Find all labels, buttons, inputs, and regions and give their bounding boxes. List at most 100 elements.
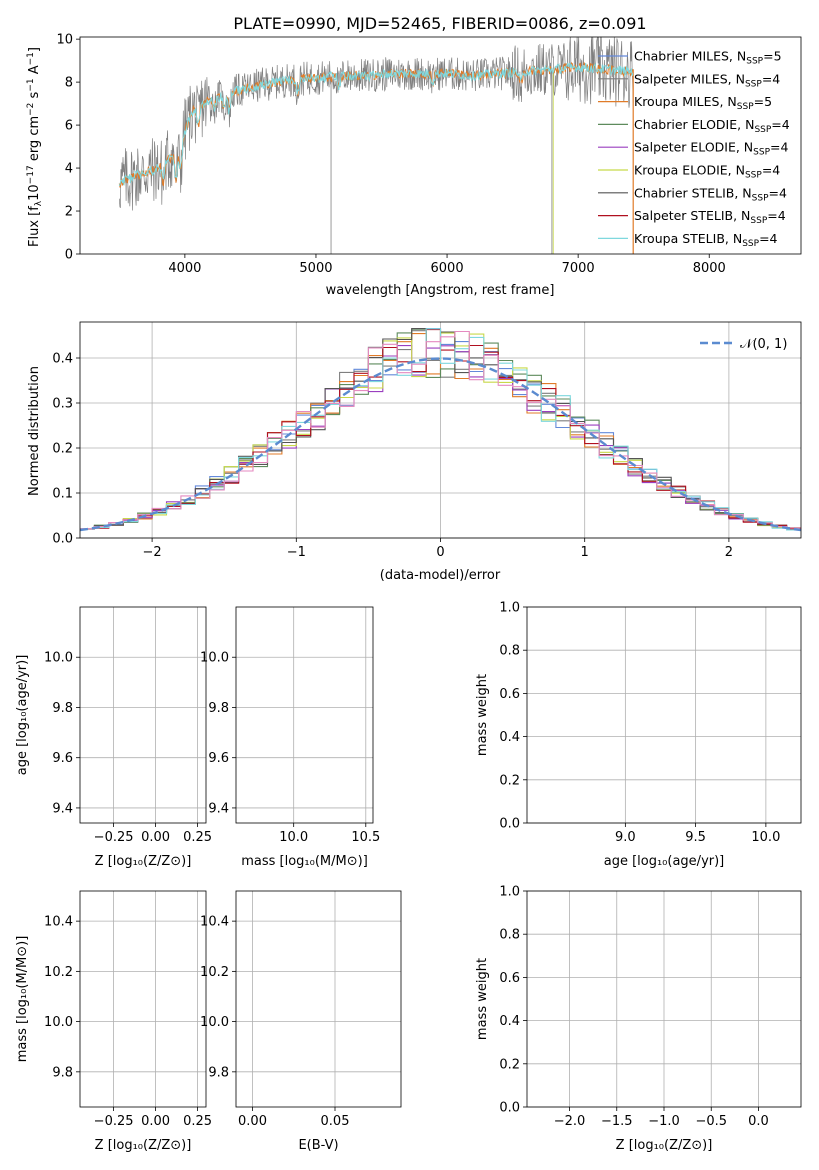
ytick-label-1: 10.0 [44, 1015, 73, 1030]
histogram-plot-area: −2 −1 0 1 2 0.0 0.1 0.2 0.3 0.4 𝒩(0, 1) [52, 321, 802, 560]
ylabel-exp1: −1 [26, 78, 36, 91]
legend-label-3: Chabrier ELODIE, NSSP=4 [634, 117, 790, 135]
xtick-label-0: 0.00 [238, 1114, 267, 1129]
ytick-label-2: 9.8 [208, 701, 229, 716]
legend-value-7: =4 [767, 208, 785, 223]
weight-marker-1-0 [537, 1023, 546, 1032]
legend-value-2: =5 [754, 94, 772, 109]
mass-vs-ebv-panel: 0.00 0.05 9.8 10.0 10.2 10.4 E(B-V) [200, 890, 402, 1153]
weight-marker-8-2 [782, 921, 791, 930]
xtick-label-3: 7000 [562, 261, 595, 276]
ytick-label-0: 9.8 [52, 1065, 73, 1080]
xtick-label-3: −0.5 [695, 1114, 727, 1129]
weight-marker-6-0 [593, 810, 602, 819]
weight-marker-3-2 [705, 803, 714, 812]
weight-marker-2-0 [537, 1031, 546, 1040]
ytick-label-1: 9.6 [208, 751, 229, 766]
legend-sub-7: SSP [750, 216, 767, 226]
xtick-label-1: −1.5 [601, 1114, 633, 1129]
weight-marker-1-1 [726, 1085, 735, 1094]
xtick-label-2: 0.25 [183, 830, 212, 845]
legend-name-8: Kroupa STELIB, N [634, 231, 742, 246]
xtick-label-1: 5000 [299, 261, 332, 276]
legend-name-1: Salpeter MILES, N [634, 71, 745, 86]
weight-marker-6-3 [787, 747, 796, 756]
histogram-ylabel: Normed distribution [27, 366, 42, 496]
legend-label-6: Chabrier STELIB, NSSP=4 [634, 185, 787, 203]
legend-name-4: Salpeter ELODIE, N [634, 140, 753, 155]
legend-sub-4: SSP [753, 148, 770, 158]
legend-sub-5: SSP [745, 171, 762, 181]
ytick-label-3: 0.3 [52, 397, 73, 412]
xtick-label-1: 0.05 [321, 1114, 350, 1129]
weight-vs-z-panel: −2.0 −1.5 −1.0 −0.5 0.0 0.0 0.2 0.4 0.6 0.8 1.0 Z [… [475, 885, 802, 1153]
age-vs-mass-panel: 10.0 10.5 9.4 9.6 9.8 10.0 mass [log₁₀(M/M⊙)] [200, 606, 380, 869]
legend-label-7: Salpeter STELIB, NSSP=4 [634, 208, 786, 226]
weight-marker-7-3 [787, 739, 796, 748]
ylabel-close: ] [27, 47, 42, 52]
ytick-label-3: 0.6 [499, 971, 520, 986]
ytick-label-1: 10.0 [200, 1015, 229, 1030]
legend-value-4: =4 [770, 140, 788, 155]
xtick-label-0: −0.25 [94, 1114, 134, 1129]
ylabel-exp1b: −1 [26, 52, 36, 65]
weight-marker-4-2 [782, 953, 791, 962]
weight-marker-5-0 [597, 788, 606, 797]
weight-marker-4-3 [782, 1094, 791, 1103]
weight-series-4 [611, 678, 791, 818]
weight-series-6 [597, 743, 791, 814]
legend-sub-0: SSP [746, 57, 763, 67]
weight-marker-3-0 [537, 1033, 546, 1042]
ytick-label-0: 0 [65, 248, 73, 263]
legend-label-5: Kroupa ELODIE, NSSP=4 [634, 163, 780, 181]
ytick-label-0: 0.0 [499, 817, 520, 832]
weight-series-3 [597, 702, 791, 808]
legend-sub-2: SSP [737, 102, 754, 112]
weight-marker-7-2 [782, 915, 791, 924]
xlabel: Z [log₁₀(Z/Z⊙)] [95, 1138, 192, 1153]
ytick-label-1: 0.1 [52, 487, 73, 502]
xtick-label-0: 9.0 [615, 830, 636, 845]
weight-marker-0-3 [787, 631, 796, 640]
ytick-label-2: 9.8 [52, 701, 73, 716]
ytick-label-3: 10.0 [200, 651, 229, 666]
xtick-label-0: −2.0 [554, 1114, 586, 1129]
axes-frame [79, 890, 207, 1108]
legend-label-0: Chabrier MILES, NSSP=5 [634, 49, 782, 67]
weight-marker-2-2 [787, 667, 796, 676]
xtick-label-2: −1.0 [648, 1114, 680, 1129]
legend-value-8: =4 [759, 231, 777, 246]
ytick-label-2: 10.2 [44, 965, 73, 980]
ytick-label-2: 4 [65, 162, 73, 177]
ylabel-10: 10 [27, 184, 42, 201]
weight-series-6 [730, 958, 758, 1107]
weight-marker-1-2 [787, 637, 796, 646]
weight-marker-4-4 [787, 806, 796, 815]
weight-marker-0-2 [705, 765, 714, 773]
xtick-label-0: −0.25 [94, 830, 134, 845]
weight-marker-3-1 [663, 762, 672, 771]
spectrum-panel: PLATE=0990, MJD=52465, FIBERID=0086, z=0… [26, 14, 802, 298]
weight-marker-6-0 [726, 1068, 735, 1077]
xlabel: age [log₁₀(age/yr)] [604, 854, 725, 869]
xtick-label-1: 10.5 [351, 830, 380, 845]
weight-marker-6-2 [733, 739, 742, 748]
ylabel: age [log₁₀(age/yr)] [15, 655, 30, 776]
legend-sub-8: SSP [742, 239, 759, 249]
ytick-label-3: 6 [65, 119, 73, 134]
ylabel-s: s [27, 91, 42, 102]
axes-frame [235, 606, 374, 824]
ytick-label-5: 1.0 [499, 885, 520, 900]
legend-label-4: Salpeter ELODIE, NSSP=4 [634, 140, 789, 158]
spectrum-title: PLATE=0990, MJD=52465, FIBERID=0086, z=0… [233, 14, 646, 33]
weight-marker-5-1 [537, 1090, 546, 1099]
ytick-label-2: 10.2 [200, 965, 229, 980]
gaussian-curve [79, 357, 802, 532]
legend-name-7: Salpeter STELIB, N [634, 208, 750, 223]
weight-vs-age-panel: 9.0 9.5 10.0 0.0 0.2 0.4 0.6 0.8 1.0 age [log₁₀(a… [475, 601, 802, 869]
weight-marker-2-1 [726, 1090, 735, 1099]
legend-label-8: Kroupa STELIB, NSSP=4 [634, 231, 778, 249]
ytick-label-4: 8 [65, 76, 73, 91]
ytick-label-0: 0.0 [52, 532, 73, 547]
